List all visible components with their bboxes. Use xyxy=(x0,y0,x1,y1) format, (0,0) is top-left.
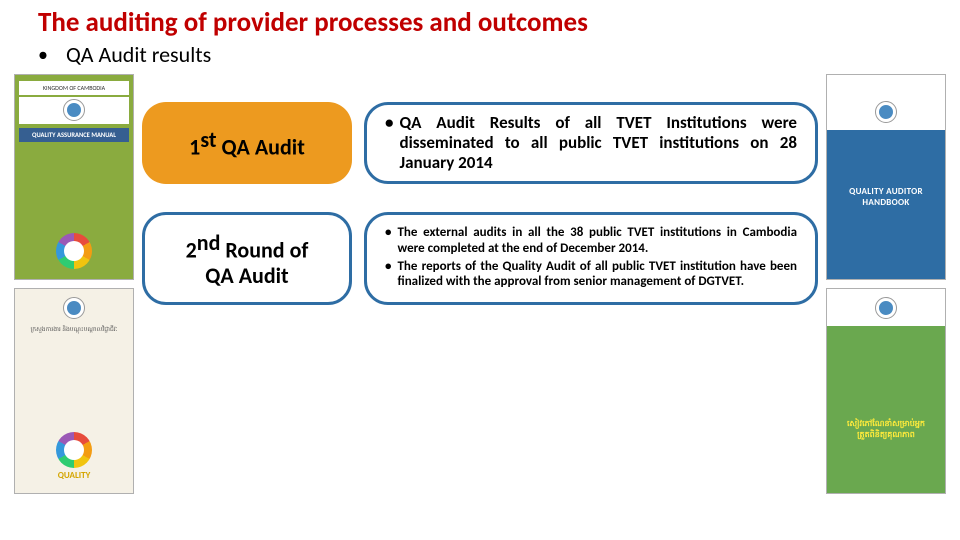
slide-title: The auditing of provider processes and o… xyxy=(10,6,950,41)
label-sup: nd xyxy=(197,229,221,256)
second-audit-bullet-2: • The reports of the Quality Audit of al… xyxy=(385,259,797,290)
row-first-audit: 1st QA Audit • QA Audit Results of all T… xyxy=(142,102,818,184)
emblem-icon xyxy=(875,297,897,319)
bullet-text: QA Audit Results of all TVET Institution… xyxy=(399,113,797,173)
bullet-icon: • xyxy=(385,259,391,290)
label-suffix-1: Round of xyxy=(220,236,308,263)
slide: The auditing of provider processes and o… xyxy=(0,0,960,540)
label-suffix: QA Audit xyxy=(216,134,304,161)
cover-header: KINGDOM OF CAMBODIA xyxy=(855,81,917,89)
label-num: 2 xyxy=(186,236,197,263)
cover-strip: QUALITY ASSURANCE MANUAL xyxy=(19,128,129,142)
bullet-text: The external audits in all the 38 public… xyxy=(397,225,797,256)
label-sup: st xyxy=(200,126,216,153)
emblem-icon xyxy=(63,99,85,121)
second-audit-detail-pill: • The external audits in all the 38 publ… xyxy=(364,212,818,305)
second-audit-label-pill: 2nd Round of QA Audit xyxy=(142,212,352,305)
cover-text: ក្រសួងការងារ និងបណ្តុះបណ្តាលវិជ្ជាជីវៈ xyxy=(30,326,117,333)
label-num: 1 xyxy=(189,134,200,161)
cover-header: KINGDOM OF CAMBODIA xyxy=(19,81,129,95)
title-line-2: ត្រួតពិនិត្យគុណភាព xyxy=(857,430,915,440)
emblem-icon xyxy=(875,101,897,123)
subtitle-text: QA Audit results xyxy=(66,41,211,68)
bullet-text: The reports of the Quality Audit of all … xyxy=(397,259,797,290)
bullet-icon: • xyxy=(385,113,393,173)
first-audit-bullet-1: • QA Audit Results of all TVET Instituti… xyxy=(385,113,797,173)
title-line-1: សៀវភៅណែនាំសម្រាប់អ្នក xyxy=(847,419,925,429)
quality-label: QUALITY xyxy=(58,470,91,481)
second-audit-label: 2nd Round of QA Audit xyxy=(186,229,309,288)
first-audit-label: 1st QA Audit xyxy=(189,126,305,160)
first-audit-detail-pill: • QA Audit Results of all TVET Instituti… xyxy=(364,102,818,184)
cover-subheader: Nation Religion King xyxy=(866,91,907,97)
cover-left-top: KINGDOM OF CAMBODIA QUALITY ASSURANCE MA… xyxy=(14,74,134,280)
content-area: KINGDOM OF CAMBODIA QUALITY ASSURANCE MA… xyxy=(10,74,950,494)
label-suffix-2: QA Audit xyxy=(205,262,288,289)
subtitle-row: • QA Audit results xyxy=(10,41,950,74)
cover-title: QUALITY AUDITOR HANDBOOK xyxy=(827,186,945,208)
middle-column: 1st QA Audit • QA Audit Results of all T… xyxy=(142,74,818,494)
cover-right-top: KINGDOM OF CAMBODIA Nation Religion King… xyxy=(826,74,946,280)
left-image-column: KINGDOM OF CAMBODIA QUALITY ASSURANCE MA… xyxy=(14,74,134,494)
first-audit-label-pill: 1st QA Audit xyxy=(142,102,352,184)
bullet-icon: • xyxy=(38,43,48,67)
row-second-audit: 2nd Round of QA Audit • The external aud… xyxy=(142,212,818,305)
right-image-column: KINGDOM OF CAMBODIA Nation Religion King… xyxy=(826,74,946,494)
quality-ring-icon xyxy=(56,432,92,468)
cover-title: សៀវភៅណែនាំសម្រាប់អ្នក ត្រួតពិនិត្យគុណភាព xyxy=(847,419,925,440)
emblem-icon xyxy=(63,297,85,319)
second-audit-bullet-1: • The external audits in all the 38 publ… xyxy=(385,225,797,256)
cover-right-bottom: សៀវភៅណែនាំសម្រាប់អ្នក ត្រួតពិនិត្យគុណភាព xyxy=(826,288,946,494)
bullet-icon: • xyxy=(385,225,391,256)
cover-left-bottom: ក្រសួងការងារ និងបណ្តុះបណ្តាលវិជ្ជាជីវៈ Q… xyxy=(14,288,134,494)
quality-ring-icon xyxy=(56,233,92,269)
